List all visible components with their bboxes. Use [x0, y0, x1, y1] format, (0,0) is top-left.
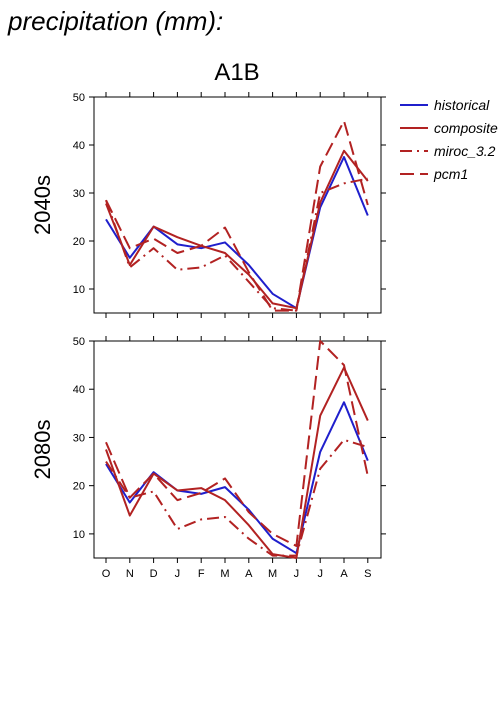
x-tick-label: A: [340, 568, 348, 580]
series-line-pcm1: [105, 120, 369, 312]
panel-label: 2040s: [30, 175, 55, 235]
x-tick-label: J: [175, 568, 181, 580]
series-line-miroc_3.2: [105, 438, 369, 557]
y-tick-label: 30: [73, 188, 85, 200]
legend-label: miroc_3.2: [434, 143, 496, 159]
legend-item-pcm1: pcm1: [400, 166, 468, 182]
plot-frame: [93, 340, 382, 559]
y-tick-label: 20: [73, 481, 85, 493]
plot-frame: [93, 96, 382, 314]
x-tick-label: J: [317, 568, 323, 580]
legend-item-composite: composite: [400, 120, 498, 136]
legend-item-miroc_3.2: miroc_3.2: [400, 143, 496, 159]
series-line-composite: [105, 366, 369, 559]
panel-2080s: 10 20 30 40 50 O N D J F M A M J J A S 2080s: [30, 336, 386, 580]
y-tick-label: 40: [73, 140, 85, 152]
panel-2040s: 10 20 30 40 50 2040s: [30, 92, 386, 318]
series-line-composite: [105, 149, 369, 310]
series-line-historical: [105, 401, 369, 555]
x-tick-label: N: [126, 568, 134, 580]
series-line-miroc_3.2: [105, 177, 368, 312]
y-tick-label: 10: [73, 284, 85, 296]
chart-panels: 10 20 30 40 50 2040s 10 20 30 40 50 O N D J F M A M J J A S 208…: [30, 92, 386, 580]
chart-title: A1B: [214, 59, 259, 86]
legend-label: pcm1: [433, 166, 468, 182]
x-tick-label: J: [294, 568, 300, 580]
x-tick-label: M: [268, 568, 277, 580]
x-tick-label: S: [364, 568, 371, 580]
legend-item-historical: historical: [400, 97, 490, 113]
series-line-historical: [105, 156, 369, 310]
x-tick-label: D: [150, 568, 158, 580]
page-header: precipitation (mm):: [8, 6, 224, 36]
series-line-pcm1: [105, 340, 369, 547]
x-tick-label: O: [102, 568, 111, 580]
y-tick-label: 20: [73, 236, 85, 248]
y-tick-label: 30: [73, 432, 85, 444]
x-tick-label: A: [245, 568, 253, 580]
legend-label: historical: [434, 97, 490, 113]
x-tick-label: M: [220, 568, 229, 580]
y-tick-label: 40: [73, 384, 85, 396]
chart-legend: historical composite miroc_3.2 pcm1: [400, 97, 498, 182]
y-tick-label: 50: [73, 336, 85, 348]
panel-label: 2080s: [30, 420, 55, 480]
y-tick-label: 50: [73, 92, 85, 104]
legend-label: composite: [434, 120, 498, 136]
x-tick-label: F: [198, 568, 205, 580]
y-tick-label: 10: [73, 529, 85, 541]
